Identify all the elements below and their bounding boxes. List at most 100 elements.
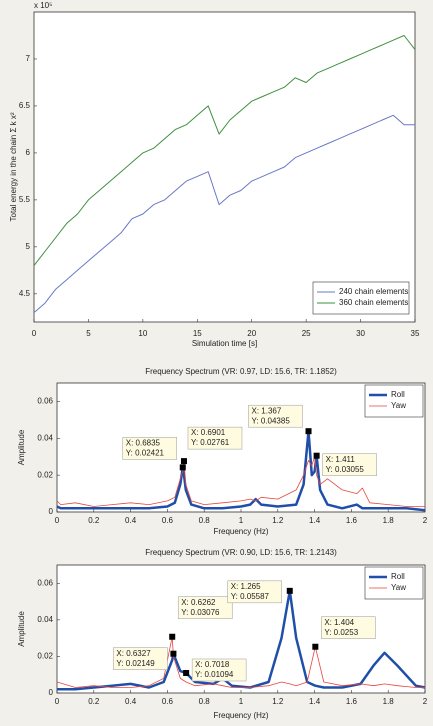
datatip-box — [227, 580, 283, 604]
x-tick-label: 0.2 — [88, 516, 100, 525]
x-tick-label: 2 — [423, 697, 428, 706]
y-tick-label: 0.06 — [37, 397, 53, 406]
x-tick-label: 1.8 — [383, 516, 395, 525]
x-tick-label: 1.8 — [383, 697, 395, 706]
datatip-box — [177, 596, 233, 620]
datatip-box — [187, 426, 243, 450]
x-axis-label: Frequency (Hz) — [213, 711, 268, 720]
x-tick-label: 30 — [356, 329, 365, 338]
legend-label: Yaw — [391, 401, 406, 410]
datatip-y: Y: 0.03076 — [181, 608, 220, 617]
series-line — [33, 35, 416, 266]
y-multiplier: x 10⁵ — [34, 1, 52, 10]
datatip-marker — [286, 587, 293, 594]
datatip-box — [248, 404, 303, 428]
x-tick-label: 1.4 — [309, 516, 321, 525]
x-axis-label: Frequency (Hz) — [213, 527, 268, 536]
datatip-y: Y: 0.02149 — [116, 659, 155, 668]
datatip-box — [322, 453, 377, 476]
legend-box — [312, 281, 410, 315]
datatip-y: Y: 0.0253 — [324, 628, 358, 637]
series-line — [56, 456, 425, 507]
y-tick-label: 5 — [26, 242, 31, 251]
datatip-box — [113, 647, 168, 670]
x-tick-label: 1 — [239, 697, 244, 706]
y-axis-label: Total energy in the chain Σ k x² — [9, 112, 18, 221]
x-tick-label: 35 — [411, 329, 420, 338]
datatip-marker — [305, 428, 312, 435]
x-tick-label: 10 — [138, 329, 147, 338]
y-tick-label: 0.02 — [37, 470, 53, 479]
x-tick-label: 0.6 — [162, 697, 174, 706]
x-tick-label: 5 — [86, 329, 91, 338]
datatip-marker — [183, 669, 190, 676]
y-tick-label: 0.04 — [37, 433, 53, 442]
datatip-y: Y: 0.03055 — [326, 465, 365, 474]
series-line — [56, 636, 425, 688]
x-tick-label: 0.6 — [162, 516, 174, 525]
legend-label: Roll — [391, 390, 405, 399]
x-tick-label: 0 — [55, 516, 60, 525]
datatip-box — [191, 658, 247, 682]
datatip-marker — [312, 643, 319, 650]
series-line — [57, 589, 426, 691]
datatip-box — [122, 437, 178, 460]
datatip-y: Y: 0.04385 — [252, 416, 291, 425]
datatip-x: X: 0.6835 — [126, 438, 161, 447]
y-tick-label: 0.02 — [37, 652, 53, 661]
x-tick-label: 1.4 — [309, 697, 321, 706]
x-tick-label: 0.2 — [88, 697, 100, 706]
x-tick-label: 1.2 — [272, 697, 284, 706]
series-line — [56, 429, 426, 512]
series-line — [33, 114, 415, 313]
chart-title: Frequency Spectrum (VR: 0.97, LD: 15.6, … — [145, 367, 337, 376]
y-axis-label: Amplitude — [17, 429, 26, 465]
legend-label: Yaw — [391, 583, 406, 592]
datatip-box — [321, 616, 376, 639]
datatip-marker — [169, 633, 176, 640]
x-tick-label: 2 — [423, 516, 428, 525]
x-tick-label: 0 — [32, 329, 37, 338]
datatip-x: X: 0.6901 — [191, 428, 226, 437]
datatip-marker — [180, 458, 187, 465]
x-tick-label: 0.4 — [125, 697, 137, 706]
datatip-x: X: 1.367 — [252, 406, 282, 415]
y-tick-label: 0.04 — [37, 615, 53, 624]
x-axis-label: Simulation time [s] — [192, 339, 257, 348]
datatip-marker — [179, 464, 186, 471]
y-tick-label: 0 — [49, 688, 54, 697]
legend-label: 360 chain elements — [339, 298, 408, 307]
y-tick-label: 6.5 — [19, 101, 31, 110]
x-tick-label: 0.8 — [199, 697, 211, 706]
x-tick-label: 20 — [247, 329, 256, 338]
chart-title: Frequency Spectrum (VR: 0.90, LD: 15.6, … — [145, 548, 337, 557]
datatip-x: X: 1.404 — [324, 618, 354, 627]
legend-box — [364, 566, 424, 600]
datatip-marker — [313, 452, 320, 459]
y-tick-label: 7 — [26, 54, 31, 63]
datatip-x: X: 1.265 — [231, 582, 261, 591]
y-tick-label: 0.06 — [37, 578, 53, 587]
x-tick-label: 15 — [193, 329, 202, 338]
datatip-x: X: 0.7018 — [195, 660, 230, 669]
x-tick-label: 25 — [302, 329, 311, 338]
datatip-y: Y: 0.05587 — [231, 592, 270, 601]
y-tick-label: 5.5 — [19, 195, 31, 204]
x-tick-label: 1 — [239, 516, 244, 525]
datatip-marker — [170, 650, 177, 657]
x-tick-label: 0.8 — [199, 516, 211, 525]
datatip-x: X: 1.411 — [326, 455, 356, 464]
datatip-y: Y: 0.01094 — [195, 670, 234, 679]
x-tick-label: 1.6 — [346, 516, 358, 525]
legend-box — [364, 384, 424, 418]
plot-area — [33, 11, 416, 323]
x-tick-label: 1.2 — [272, 516, 284, 525]
y-tick-label: 6 — [26, 148, 31, 157]
datatip-x: X: 0.6327 — [116, 649, 151, 658]
x-tick-label: 1.6 — [346, 697, 358, 706]
datatip-x: X: 0.6262 — [181, 598, 216, 607]
legend-label: Roll — [391, 572, 405, 581]
y-tick-label: 4.5 — [19, 289, 31, 298]
